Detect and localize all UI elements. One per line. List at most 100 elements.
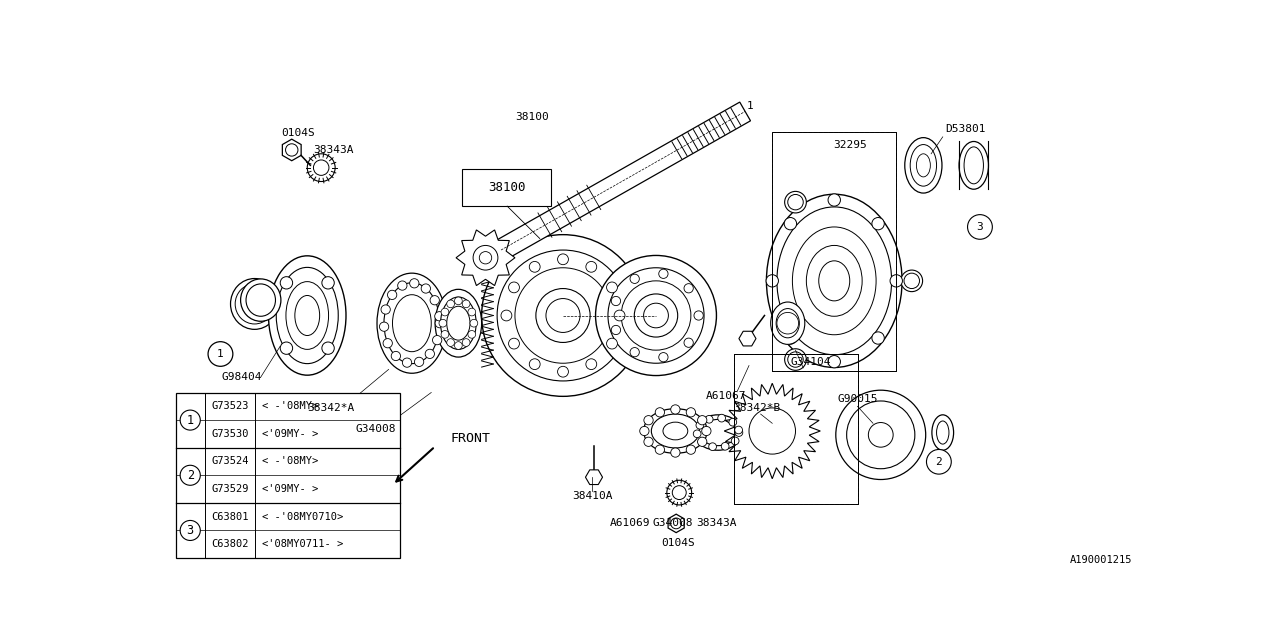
Ellipse shape	[767, 194, 902, 367]
Polygon shape	[495, 102, 750, 259]
Ellipse shape	[819, 261, 850, 301]
Circle shape	[180, 465, 200, 485]
Circle shape	[607, 282, 617, 292]
Circle shape	[586, 359, 596, 369]
Circle shape	[787, 352, 804, 367]
Ellipse shape	[910, 145, 937, 186]
Circle shape	[765, 275, 778, 287]
Circle shape	[868, 422, 893, 447]
Text: 3: 3	[187, 524, 193, 537]
Ellipse shape	[785, 191, 806, 213]
Circle shape	[433, 335, 442, 345]
Circle shape	[280, 342, 293, 355]
Circle shape	[696, 421, 704, 429]
Circle shape	[530, 359, 540, 369]
Ellipse shape	[393, 294, 431, 352]
Text: 32295: 32295	[833, 140, 867, 150]
Ellipse shape	[246, 284, 275, 316]
Circle shape	[635, 294, 677, 337]
Circle shape	[777, 312, 799, 334]
Polygon shape	[579, 281, 644, 350]
Circle shape	[425, 349, 434, 358]
Text: 38342*A: 38342*A	[307, 403, 355, 413]
Circle shape	[671, 448, 680, 457]
Circle shape	[379, 322, 389, 332]
Ellipse shape	[792, 227, 876, 335]
Circle shape	[398, 281, 407, 290]
Circle shape	[500, 310, 512, 321]
Text: <'09MY- >: <'09MY- >	[262, 429, 319, 439]
Ellipse shape	[447, 307, 470, 340]
Text: C63802: C63802	[211, 540, 248, 549]
Circle shape	[614, 310, 625, 321]
Ellipse shape	[937, 421, 948, 444]
Circle shape	[872, 218, 884, 230]
Ellipse shape	[230, 278, 279, 330]
Text: C63801: C63801	[211, 511, 248, 522]
Circle shape	[470, 319, 477, 327]
Circle shape	[728, 419, 737, 426]
Ellipse shape	[785, 349, 806, 371]
Text: 0104S: 0104S	[282, 128, 315, 138]
Circle shape	[698, 438, 705, 446]
Ellipse shape	[964, 147, 983, 184]
Bar	[772, 132, 896, 371]
Circle shape	[785, 332, 796, 344]
Circle shape	[586, 261, 596, 272]
Circle shape	[735, 429, 742, 436]
Circle shape	[686, 445, 695, 454]
Circle shape	[468, 330, 476, 338]
Circle shape	[612, 325, 621, 335]
Circle shape	[421, 284, 430, 293]
Circle shape	[607, 338, 617, 349]
Text: G90015: G90015	[837, 394, 878, 404]
Circle shape	[280, 276, 293, 289]
Circle shape	[694, 311, 703, 320]
Circle shape	[659, 353, 668, 362]
Circle shape	[630, 274, 639, 284]
Text: 38100: 38100	[515, 112, 549, 122]
Circle shape	[735, 426, 742, 434]
Bar	[733, 354, 858, 504]
Circle shape	[698, 437, 707, 447]
Circle shape	[667, 480, 691, 505]
Circle shape	[968, 214, 992, 239]
Circle shape	[846, 401, 915, 468]
Text: 2: 2	[936, 457, 942, 467]
Ellipse shape	[241, 279, 280, 321]
Circle shape	[462, 339, 470, 346]
Circle shape	[447, 300, 454, 308]
Polygon shape	[724, 383, 820, 479]
Text: 0104S: 0104S	[660, 538, 695, 548]
Text: 38410A: 38410A	[572, 492, 613, 502]
Circle shape	[785, 218, 796, 230]
Circle shape	[731, 437, 739, 445]
Circle shape	[536, 289, 590, 342]
Circle shape	[468, 308, 476, 316]
Circle shape	[836, 390, 925, 479]
Text: D53801: D53801	[946, 124, 987, 134]
Circle shape	[430, 296, 439, 305]
Ellipse shape	[901, 270, 923, 292]
Polygon shape	[456, 230, 515, 285]
Ellipse shape	[378, 273, 447, 373]
Circle shape	[474, 245, 498, 270]
Ellipse shape	[384, 283, 440, 364]
Ellipse shape	[699, 419, 736, 445]
Circle shape	[442, 330, 449, 338]
Text: 1: 1	[187, 413, 193, 427]
Circle shape	[621, 281, 691, 350]
Circle shape	[644, 415, 653, 425]
Ellipse shape	[663, 422, 687, 440]
Circle shape	[497, 250, 628, 381]
Circle shape	[705, 415, 713, 423]
Text: G73523: G73523	[211, 401, 248, 412]
Circle shape	[180, 410, 200, 430]
Circle shape	[890, 275, 902, 287]
Text: 38342*B: 38342*B	[733, 403, 781, 413]
Ellipse shape	[776, 308, 800, 338]
Bar	[462, 169, 552, 206]
Circle shape	[381, 305, 390, 314]
Text: G34008: G34008	[356, 424, 396, 435]
Circle shape	[285, 144, 298, 156]
